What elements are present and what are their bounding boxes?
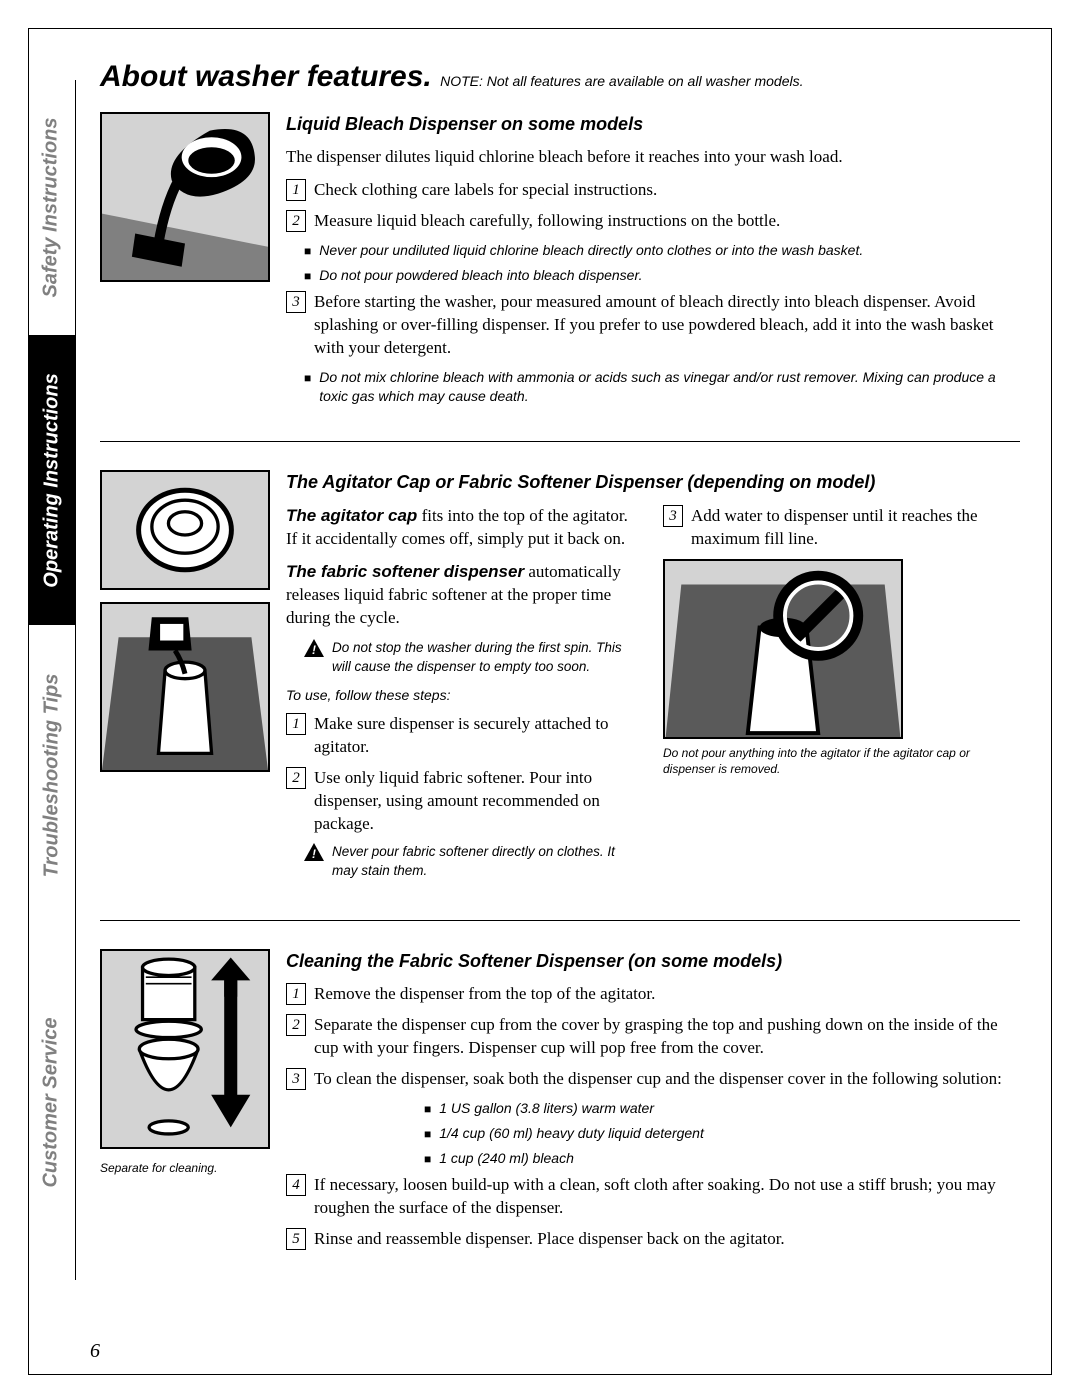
sec2-heading: The Agitator Cap or Fabric Softener Disp… — [286, 470, 1020, 494]
tab-customer-label: Customer Service — [40, 1017, 63, 1187]
tab-trouble: Troubleshooting Tips — [28, 625, 76, 925]
illus-col-1 — [100, 112, 270, 411]
title-main: About washer features. — [100, 60, 432, 93]
sec3-step2: 2 Separate the dispenser cup from the cov… — [286, 1014, 1020, 1060]
sec3-heading: Cleaning the Fabric Softener Dispenser (… — [286, 949, 1020, 973]
sec2-left-col: The agitator cap fits into the top of th… — [286, 505, 643, 890]
svg-text:!: ! — [312, 847, 316, 861]
use-label: To use, follow these steps: — [286, 686, 643, 705]
right-caption: Do not pour anything into the agitator i… — [663, 745, 1020, 777]
step-number-icon: 2 — [286, 210, 306, 232]
tab-operating-label: Operating Instructions — [41, 373, 64, 587]
text-col-2: The Agitator Cap or Fabric Softener Disp… — [286, 470, 1020, 889]
step-number-icon: 3 — [286, 1068, 306, 1090]
agitator-cap-illustration — [100, 470, 270, 590]
step-number-icon: 1 — [286, 713, 306, 735]
title-note: NOTE: Not all features are available on … — [440, 73, 803, 89]
section-cleaning: Separate for cleaning. Cleaning the Fabr… — [100, 949, 1020, 1289]
step-number-icon: 2 — [286, 1014, 306, 1036]
tab-safety-label: Safety Instructions — [40, 117, 63, 297]
sec2-step1: 1 Make sure dispenser is securely attache… — [286, 713, 643, 759]
sec1-step3: 3 Before starting the washer, pour measur… — [286, 291, 1020, 360]
sol-bullet1: 1 US gallon (3.8 liters) warm water — [424, 1099, 1020, 1118]
text-col-1: Liquid Bleach Dispenser on some models T… — [286, 112, 1020, 411]
warning-icon: ! — [304, 843, 324, 861]
sec1-heading: Liquid Bleach Dispenser on some models — [286, 112, 1020, 136]
sec1-step2: 2 Measure liquid bleach carefully, follow… — [286, 210, 1020, 233]
sec3-caption: Separate for cleaning. — [100, 1161, 270, 1175]
sec2-step2: 2 Use only liquid fabric softener. Pour i… — [286, 767, 643, 836]
tab-operating: Operating Instructions — [28, 335, 76, 625]
sec3-step3: 3 To clean the dispenser, soak both the d… — [286, 1068, 1020, 1091]
solution-list: 1 US gallon (3.8 liters) warm water 1/4 … — [406, 1099, 1020, 1168]
do-not-pour-illustration — [663, 559, 903, 739]
sec1-step1-text: Check clothing care labels for special i… — [314, 179, 657, 202]
sec1-step2-text: Measure liquid bleach carefully, followi… — [314, 210, 780, 233]
svg-text:!: ! — [312, 643, 316, 657]
separate-cleaning-illustration — [100, 949, 270, 1149]
tab-trouble-label: Troubleshooting Tips — [40, 673, 63, 877]
sec3-step5: 5 Rinse and reassemble dispenser. Place d… — [286, 1228, 1020, 1251]
sec3-s2: Separate the dispenser cup from the cove… — [314, 1014, 1020, 1060]
sec2-two-col: The agitator cap fits into the top of th… — [286, 505, 1020, 890]
sec1-bullet1: Never pour undiluted liquid chlorine ble… — [304, 241, 1020, 260]
sec3-s3: To clean the dispenser, soak both the di… — [314, 1068, 1002, 1091]
step-number-icon: 3 — [663, 505, 683, 527]
sec2-s3: Add water to dispenser until it reaches … — [691, 505, 1020, 551]
sec2-cap-para: The agitator cap fits into the top of th… — [286, 505, 643, 551]
content-area: About washer features. NOTE: Not all fea… — [100, 40, 1050, 1288]
side-tabs: Safety Instructions Operating Instructio… — [28, 80, 76, 1375]
tab-customer: Customer Service — [28, 925, 76, 1280]
step-number-icon: 5 — [286, 1228, 306, 1250]
sec1-step1: 1 Check clothing care labels for special … — [286, 179, 1020, 202]
sec2-step3: 3 Add water to dispenser until it reaches… — [663, 505, 1020, 551]
text-col-3: Cleaning the Fabric Softener Dispenser (… — [286, 949, 1020, 1259]
sec1-bullet3: Do not mix chlorine bleach with ammonia … — [304, 368, 1020, 406]
sol-bullet3: 1 cup (240 ml) bleach — [424, 1149, 1020, 1168]
illus-col-3: Separate for cleaning. — [100, 949, 270, 1259]
warn2-text: Never pour fabric softener directly on c… — [332, 843, 643, 879]
sec3-step4: 4 If necessary, loosen build-up with a cl… — [286, 1174, 1020, 1220]
sec2-warn1: ! Do not stop the washer during the firs… — [304, 639, 643, 675]
sec2-right-col: 3 Add water to dispenser until it reaches… — [663, 505, 1020, 890]
sec2-s1: Make sure dispenser is securely attached… — [314, 713, 643, 759]
warning-icon: ! — [304, 639, 324, 657]
sec1-step3-text: Before starting the washer, pour measure… — [314, 291, 1020, 360]
step-number-icon: 4 — [286, 1174, 306, 1196]
sec2-s2: Use only liquid fabric softener. Pour in… — [314, 767, 643, 836]
sec3-s5: Rinse and reassemble dispenser. Place di… — [314, 1228, 785, 1251]
disp-label: The fabric softener dispenser — [286, 562, 524, 581]
sec3-s1: Remove the dispenser from the top of the… — [314, 983, 655, 1006]
page-title: About washer features. NOTE: Not all fea… — [100, 60, 1020, 94]
section-agitator: The Agitator Cap or Fabric Softener Disp… — [100, 470, 1020, 920]
sec2-warn2: ! Never pour fabric softener directly on… — [304, 843, 643, 879]
sec2-disp-para: The fabric softener dispenser automatica… — [286, 561, 643, 630]
manual-page: Safety Instructions Operating Instructio… — [0, 0, 1080, 1397]
illus-col-2 — [100, 470, 270, 889]
step-number-icon: 1 — [286, 983, 306, 1005]
softener-pour-illustration — [100, 602, 270, 772]
step-number-icon: 2 — [286, 767, 306, 789]
cap-label: The agitator cap — [286, 506, 417, 525]
section-bleach: Liquid Bleach Dispenser on some models T… — [100, 112, 1020, 442]
bleach-pour-illustration — [100, 112, 270, 282]
page-number: 6 — [90, 1340, 100, 1363]
tab-safety: Safety Instructions — [28, 80, 76, 335]
warn1-text: Do not stop the washer during the first … — [332, 639, 643, 675]
step-number-icon: 3 — [286, 291, 306, 313]
sec3-step1: 1 Remove the dispenser from the top of th… — [286, 983, 1020, 1006]
sec3-s4: If necessary, loosen build-up with a cle… — [314, 1174, 1020, 1220]
sec1-intro: The dispenser dilutes liquid chlorine bl… — [286, 146, 1020, 169]
sol-bullet2: 1/4 cup (60 ml) heavy duty liquid deterg… — [424, 1124, 1020, 1143]
step-number-icon: 1 — [286, 179, 306, 201]
sec1-bullet2: Do not pour powdered bleach into bleach … — [304, 266, 1020, 285]
